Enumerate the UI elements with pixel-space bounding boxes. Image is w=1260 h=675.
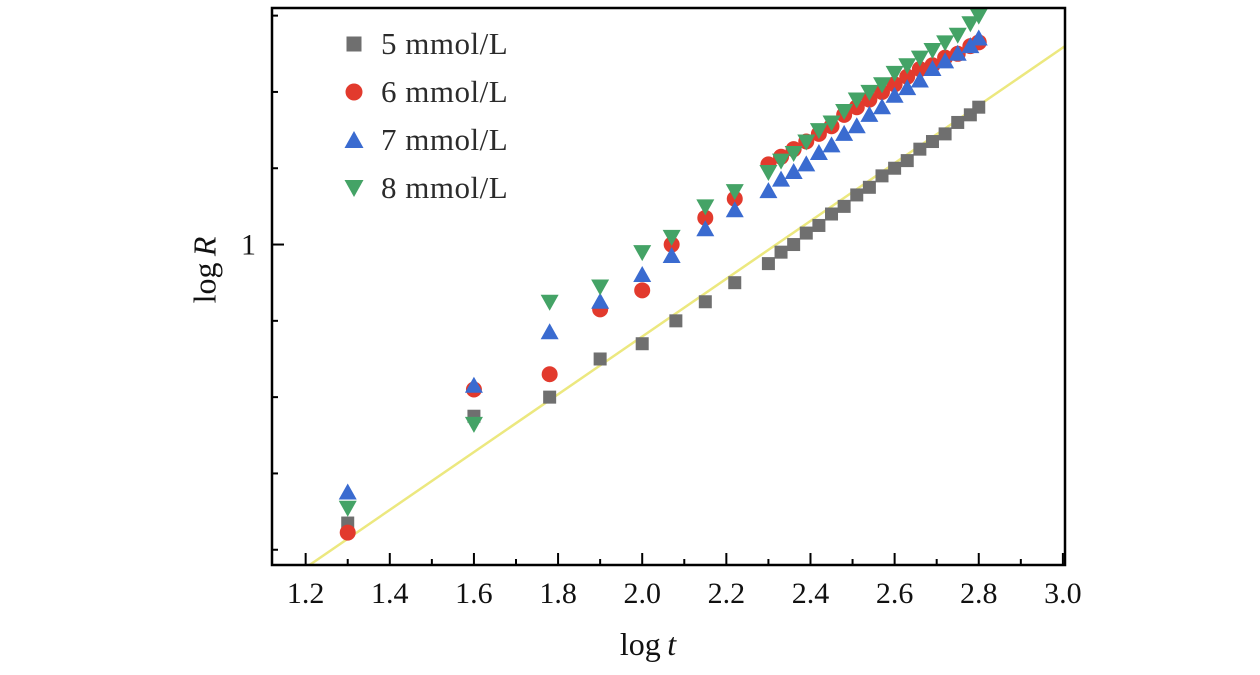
square-marker-icon: [342, 32, 366, 56]
triangle-up-marker-icon: [342, 128, 366, 152]
svg-text:2.8: 2.8: [960, 577, 998, 610]
x-axis-label: log t: [620, 626, 676, 663]
legend-item-7mmol: 7 mmol/L: [342, 116, 508, 164]
legend-label: 7 mmol/L: [381, 122, 509, 157]
x-axis-label-prefix: log: [619, 626, 661, 662]
svg-text:2.2: 2.2: [708, 577, 746, 610]
svg-text:1.4: 1.4: [371, 577, 409, 610]
triangle-down-marker-icon: [342, 176, 366, 200]
legend-item-5mmol: 5 mmol/L: [342, 20, 508, 68]
circle-marker-icon: [342, 80, 366, 104]
y-axis-label: log R: [187, 237, 224, 304]
x-axis-label-variable: t: [667, 626, 677, 662]
svg-text:3.0: 3.0: [1044, 577, 1082, 610]
axes-ticks: 1.2 1.4 1.6 1.8 2.0 2.2 2.4 2.6 2.8 3.0 1: [241, 14, 1082, 610]
svg-text:2.6: 2.6: [876, 577, 914, 610]
legend-label: 8 mmol/L: [381, 170, 509, 205]
legend-item-8mmol: 8 mmol/L: [342, 164, 508, 212]
legend-label: 5 mmol/L: [381, 26, 509, 61]
svg-text:2.4: 2.4: [792, 577, 830, 610]
svg-text:1: 1: [241, 229, 256, 262]
plot-frame: [270, 6, 1067, 567]
series-points-8-mmol-l: [338, 8, 988, 517]
legend-item-6mmol: 6 mmol/L: [342, 68, 508, 116]
y-axis-label-variable: R: [186, 236, 223, 257]
svg-text:1.8: 1.8: [539, 577, 577, 610]
series-points-7-mmol-l: [338, 29, 988, 500]
svg-text:2.0: 2.0: [623, 577, 661, 610]
series-points-5-mmol-l: [341, 100, 986, 530]
legend-label: 6 mmol/L: [381, 74, 509, 109]
svg-text:1.2: 1.2: [287, 577, 325, 610]
svg-text:1.6: 1.6: [455, 577, 493, 610]
y-axis-label-prefix: log: [186, 262, 223, 304]
legend: 5 mmol/L 6 mmol/L 7 mmol/L 8 mmol/L: [342, 20, 508, 212]
